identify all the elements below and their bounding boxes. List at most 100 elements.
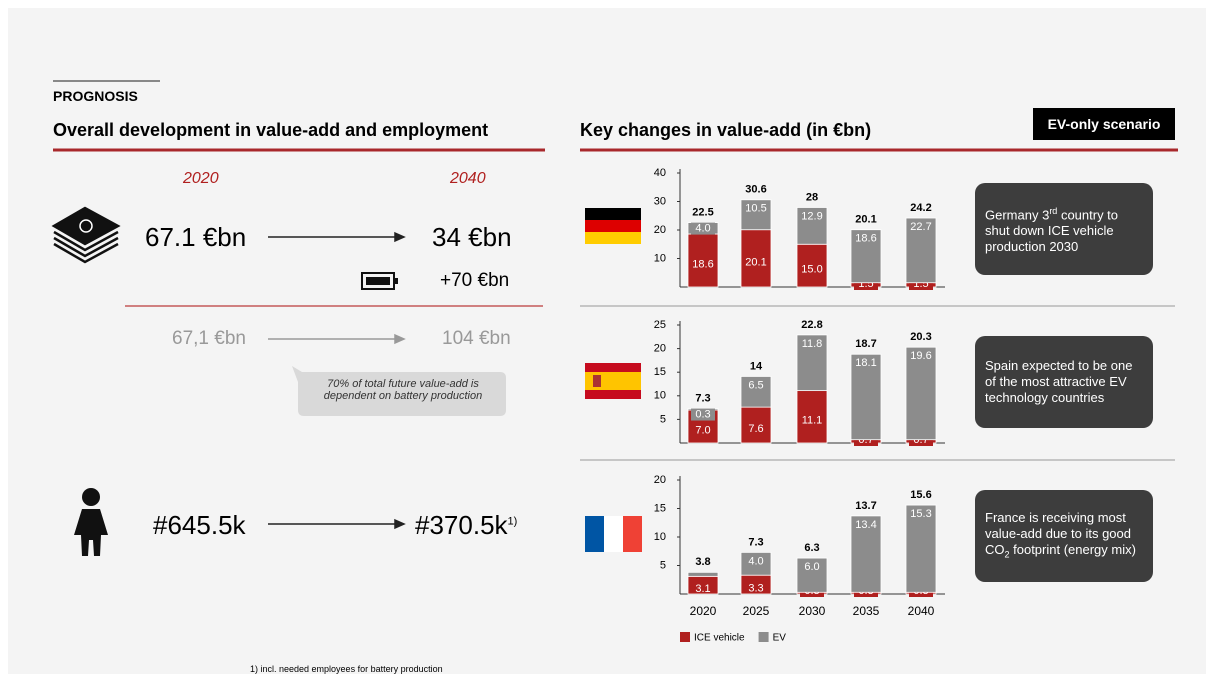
- value: 67,1 €bn: [172, 328, 246, 349]
- value-label: 19.6: [910, 350, 931, 362]
- value-label: 0.3: [695, 408, 710, 420]
- bar-segment: [796, 207, 828, 245]
- note: Spain expected to be one of the most att…: [975, 336, 1153, 428]
- value: #645.5k: [153, 510, 246, 540]
- callout-text: 70% of total future value-add is depende…: [323, 378, 483, 402]
- y-tick-label: 15: [654, 366, 666, 378]
- note-text: France is receiving most value-add due t…: [985, 510, 1143, 563]
- value-label: 11.8: [802, 338, 823, 350]
- legend-label: EV: [773, 633, 787, 644]
- year: 2020: [183, 170, 219, 187]
- value-label: 13.4: [855, 519, 876, 531]
- total-label: 7.3: [695, 392, 710, 404]
- y-tick-label: 20: [654, 343, 666, 355]
- y-tick-label: 15: [654, 502, 666, 514]
- value-label: 4.0: [695, 222, 710, 234]
- value-label: 18.6: [855, 233, 876, 245]
- total-label: 18.7: [855, 338, 876, 350]
- bar-segment: [687, 233, 719, 288]
- value-label: 6.5: [748, 379, 763, 391]
- value-label: 3.1: [695, 583, 710, 595]
- flag-de: [585, 208, 641, 244]
- footnote: 1) incl. needed employees for battery pr…: [250, 664, 443, 674]
- note: France is receiving most value-add due t…: [975, 490, 1153, 582]
- value: +70 €bn: [440, 270, 510, 291]
- left-title: Overall development in value-add and emp…: [53, 120, 489, 140]
- label-box: [691, 408, 715, 421]
- total-label: 3.8: [695, 556, 710, 568]
- flag-fr: [585, 516, 642, 552]
- bar-segment: [740, 376, 772, 408]
- t: France is receiving most value-add due t…: [985, 509, 1131, 557]
- bar-segment: [905, 217, 937, 284]
- value: 34 €bn: [432, 222, 512, 252]
- value-label: 7.0: [695, 424, 710, 436]
- total-label: 6.3: [804, 542, 819, 554]
- y-tick-label: 20: [654, 224, 666, 236]
- person-icon: [74, 488, 108, 556]
- total-label: 13.7: [855, 500, 876, 512]
- value-label: 18.6: [692, 258, 713, 270]
- value-text: #370.5k: [415, 510, 508, 540]
- money-icon: [51, 206, 121, 264]
- total-label: 22.5: [692, 206, 713, 218]
- total-label: 20.1: [855, 214, 876, 226]
- y-tick-label: 10: [654, 252, 666, 264]
- bar-segment: [796, 334, 828, 392]
- value-label: 20.1: [745, 256, 766, 268]
- y-tick-label: 30: [654, 195, 666, 207]
- t: Spain expected to be one of the most att…: [985, 358, 1133, 405]
- section-label: PROGNOSIS: [53, 88, 138, 104]
- total-label: 28: [806, 191, 818, 203]
- value-label: 10.5: [745, 203, 766, 215]
- x-tick-label: 2025: [743, 604, 770, 618]
- total-label: 15.6: [910, 489, 931, 501]
- bar-segment: [740, 551, 772, 576]
- y-tick-label: 5: [660, 413, 666, 425]
- bar-segment: [740, 229, 772, 288]
- y-tick-label: 25: [654, 319, 666, 331]
- total-label: 7.3: [748, 536, 763, 548]
- bar-segment: [687, 571, 719, 577]
- value: 104 €bn: [442, 328, 511, 349]
- value-label: 18.1: [855, 357, 876, 369]
- y-tick-label: 20: [654, 474, 666, 486]
- y-tick-label: 5: [660, 559, 666, 571]
- x-tick-label: 2030: [799, 604, 826, 618]
- value-label: 15.3: [910, 508, 931, 520]
- value-label: 22.7: [910, 221, 931, 233]
- callout: [292, 366, 506, 416]
- t: Germany 3: [985, 207, 1050, 223]
- t: country to shut down ICE vehicle product…: [985, 207, 1119, 255]
- bar-segment: [905, 504, 937, 593]
- arrows: [268, 231, 406, 530]
- t: rd: [1049, 205, 1058, 216]
- value-label: 11.1: [802, 415, 823, 427]
- legend-swatch: [758, 632, 769, 642]
- badge: [1033, 108, 1175, 140]
- bar-segment: [850, 229, 882, 284]
- value-label: 12.9: [801, 210, 822, 222]
- value-label: 7.6: [748, 423, 763, 435]
- battery-icon: [361, 272, 398, 290]
- flag-es: [585, 363, 641, 399]
- y-tick-label: 40: [654, 167, 666, 179]
- bar-segment: [796, 390, 828, 444]
- legend-label: ICE vehicle: [694, 633, 745, 644]
- bar-segment: [796, 557, 828, 593]
- value-label: 3.3: [748, 583, 763, 595]
- total-label: 22.8: [801, 319, 822, 331]
- x-tick-label: 2040: [908, 604, 935, 618]
- bar-segment: [796, 243, 828, 288]
- label-box: [691, 222, 715, 235]
- y-tick-label: 10: [654, 531, 666, 543]
- note: Germany 3rd country to shut down ICE veh…: [975, 183, 1153, 275]
- bar-segment: [850, 353, 882, 441]
- right-title: Key changes in value-add (in €bn): [580, 120, 872, 140]
- legend-swatch: [680, 632, 690, 642]
- total-label: 30.6: [745, 184, 766, 196]
- value-label: 6.0: [804, 561, 819, 573]
- value-label: 15.0: [801, 264, 822, 276]
